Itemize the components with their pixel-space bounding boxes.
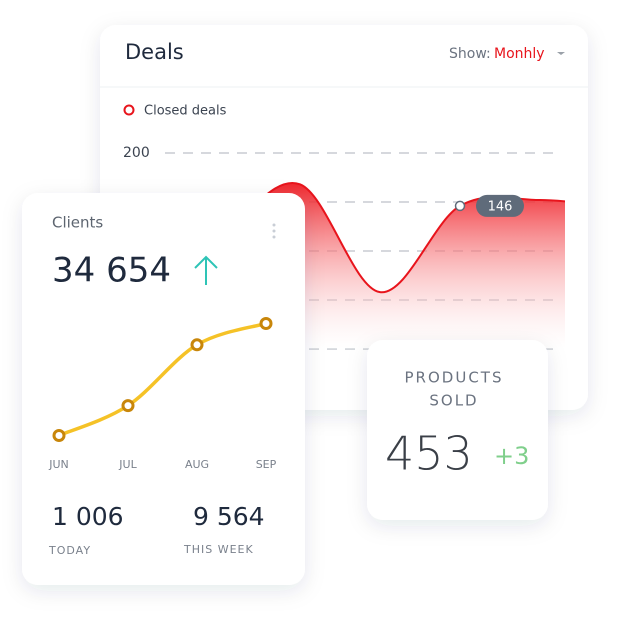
point xyxy=(259,316,273,330)
show-label: Show: xyxy=(449,46,491,62)
products-card: PRODUCTS SOLD 453 +3 xyxy=(367,340,548,520)
card-title: PRODUCTS xyxy=(405,369,504,387)
stat-value: 9 564 xyxy=(193,502,265,531)
x-tick-label: SEP xyxy=(256,458,277,471)
menu-dots[interactable] xyxy=(272,223,276,239)
clients-card: Clients 34 654 JUN JUL AUG SEP 1 006 TODAY … xyxy=(22,193,305,585)
line xyxy=(57,321,268,438)
x-tick-label: JUL xyxy=(118,458,137,471)
legend-marker xyxy=(123,104,135,116)
products-change: +3 xyxy=(494,442,529,470)
dropdown-caret[interactable] xyxy=(557,52,565,55)
card-bg xyxy=(22,193,305,585)
card-title: SOLD xyxy=(429,392,478,410)
show-value[interactable]: Monhly xyxy=(494,46,545,62)
highlight-point xyxy=(454,200,466,212)
tooltip-label: 146 xyxy=(488,199,513,214)
card-title: Deals xyxy=(125,40,184,64)
y-tick-label: 200 xyxy=(123,145,150,161)
legend-label: Closed deals xyxy=(144,104,227,119)
x-tick-label: AUG xyxy=(185,458,209,471)
point xyxy=(52,428,66,442)
card-bg xyxy=(367,340,548,520)
stat-value: 1 006 xyxy=(52,502,124,531)
products-value: 453 xyxy=(385,427,473,481)
card-title: Clients xyxy=(52,214,103,232)
stat-label: THIS WEEK xyxy=(183,543,254,556)
tooltip-bg xyxy=(476,194,524,217)
total-value: 34 654 xyxy=(52,251,171,291)
point xyxy=(121,399,135,413)
x-tick-label: JUN xyxy=(48,458,69,471)
point xyxy=(190,338,204,352)
up-arrow xyxy=(194,255,218,285)
stat-label: TODAY xyxy=(48,544,91,557)
